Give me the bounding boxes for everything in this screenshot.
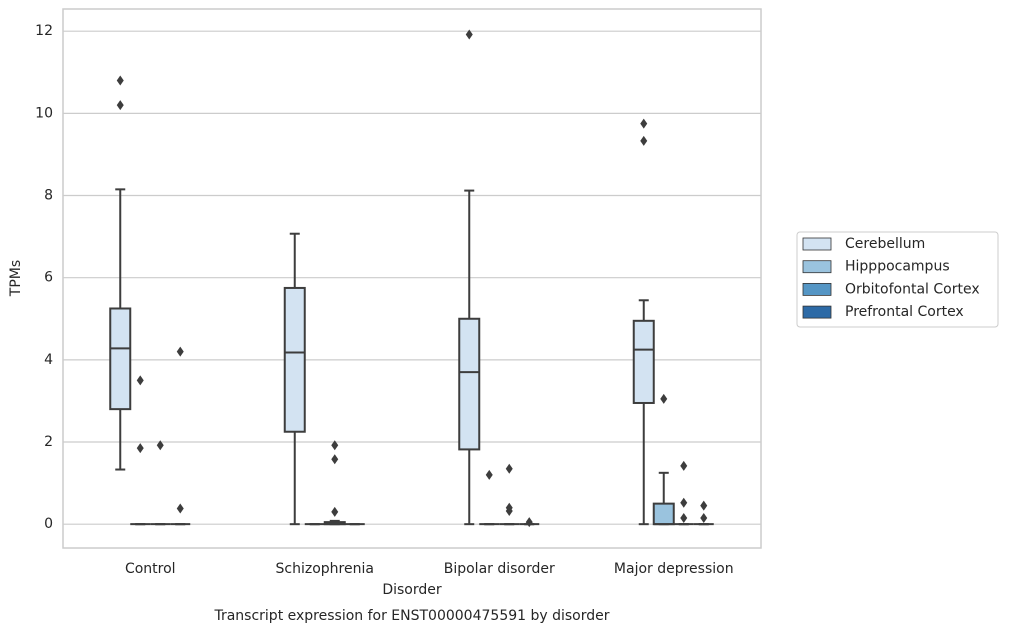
outlier [176, 503, 184, 514]
outlier [331, 440, 339, 451]
legend-label: Prefrontal Cortex [845, 304, 964, 320]
x-tick-label: Schizophrenia [276, 561, 374, 577]
outlier [136, 375, 144, 386]
outlier [525, 517, 533, 528]
legend-swatch [802, 237, 832, 251]
y-tick-label: 12 [35, 23, 53, 39]
outlier [660, 393, 668, 404]
plot-frame [62, 8, 762, 549]
box [283, 286, 306, 433]
box [632, 319, 655, 404]
outlier [116, 100, 124, 111]
outlier [700, 500, 708, 511]
outlier [331, 506, 339, 517]
y-tick-label: 2 [44, 434, 53, 450]
outlier [640, 118, 648, 129]
outlier [465, 29, 473, 40]
outlier [505, 502, 513, 513]
outlier [176, 346, 184, 357]
y-tick-label: 0 [44, 516, 53, 532]
box [109, 307, 132, 411]
outlier [156, 440, 164, 451]
legend-swatch [802, 305, 832, 319]
outlier [136, 443, 144, 454]
x-axis-label: Disorder [382, 582, 442, 598]
y-axis-label: TPMs [8, 260, 24, 297]
legend-swatch [802, 282, 832, 296]
outlier [331, 454, 339, 465]
legend-label: Cerebellum [845, 236, 925, 252]
outlier [700, 513, 708, 524]
y-tick-label: 8 [44, 188, 53, 204]
box [652, 502, 675, 526]
x-tick-label: Major depression [614, 561, 734, 577]
x-tick-label: Bipolar disorder [444, 561, 555, 577]
outlier [505, 463, 513, 474]
y-tick-label: 4 [44, 352, 53, 368]
outlier [680, 513, 688, 524]
outlier [680, 497, 688, 508]
legend [796, 231, 999, 328]
legend-label: Hipppocampus [845, 259, 950, 275]
outlier [116, 75, 124, 86]
x-tick-label: Control [125, 561, 176, 577]
box [458, 317, 481, 451]
legend-swatch [802, 260, 832, 274]
legend-label: Orbitofontal Cortex [845, 281, 980, 297]
chart-title: Transcript expression for ENST0000047559… [213, 608, 609, 624]
outlier [680, 460, 688, 471]
outlier [485, 469, 493, 480]
y-tick-label: 10 [35, 105, 53, 121]
outlier [640, 135, 648, 146]
y-tick-label: 6 [44, 270, 53, 286]
